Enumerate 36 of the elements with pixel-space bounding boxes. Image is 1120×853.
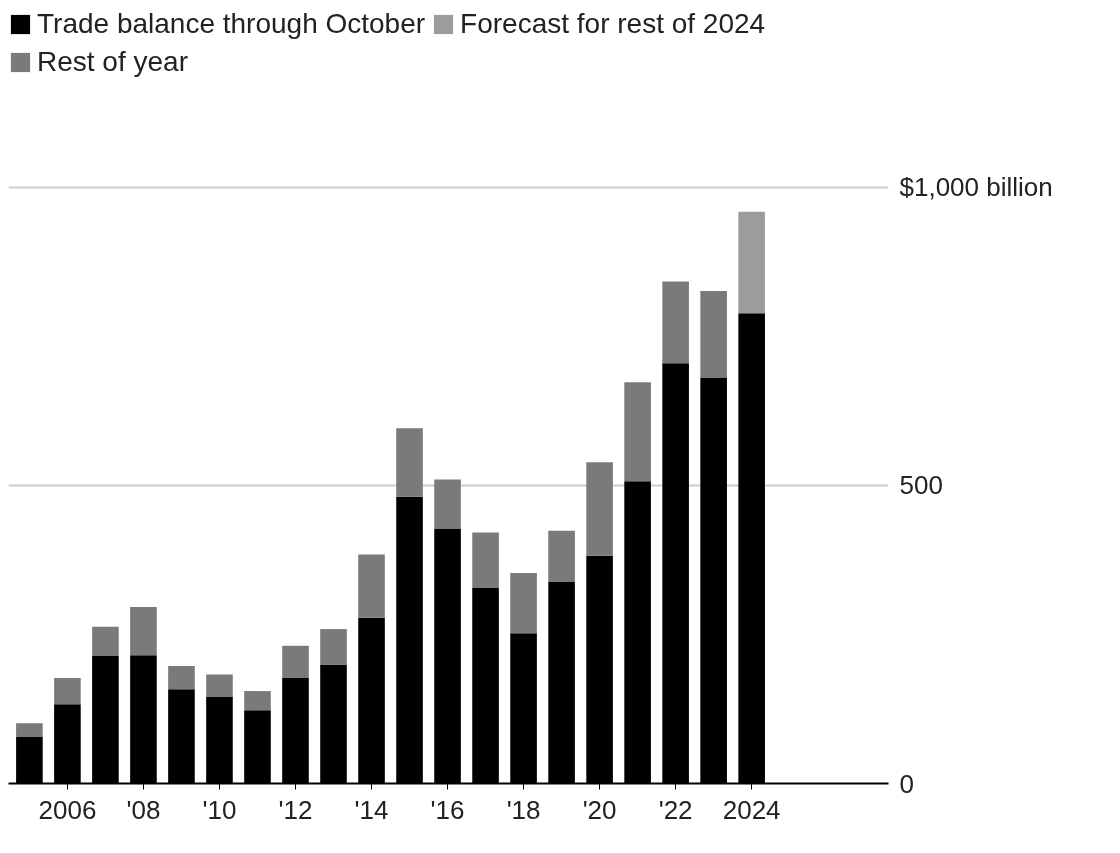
bar	[434, 479, 461, 529]
bar	[586, 462, 613, 556]
legend-label: Rest of year	[37, 46, 188, 78]
x-tick-label: '12	[278, 794, 313, 825]
bar	[548, 530, 575, 582]
legend-label: Forecast for rest of 2024	[460, 8, 766, 40]
y-tick-label: 0	[899, 768, 914, 799]
bar	[510, 573, 537, 634]
y-tick-label: $1,000 billion	[899, 172, 1053, 203]
legend-label: Trade balance through October	[37, 8, 426, 40]
x-tick-label: 2024	[722, 794, 781, 825]
bar	[700, 291, 727, 379]
bar	[54, 677, 81, 705]
x-tick-label: '16	[430, 794, 465, 825]
x-tick-label: '08	[126, 794, 161, 825]
x-tick-label: 2006	[38, 794, 97, 825]
x-tick-label: '10	[202, 794, 237, 825]
x-tick-label: '14	[354, 794, 389, 825]
bar	[624, 382, 651, 482]
bar	[738, 211, 765, 314]
bar	[662, 281, 689, 364]
x-tick-label: '18	[506, 794, 541, 825]
bar	[168, 666, 195, 690]
bar	[358, 554, 385, 618]
bar	[396, 428, 423, 497]
bar	[472, 532, 499, 588]
bar	[92, 626, 119, 656]
bar	[320, 629, 347, 665]
x-tick-label: '20	[582, 794, 617, 825]
y-tick-label: 500	[899, 470, 943, 501]
bar	[244, 691, 271, 711]
bar	[282, 645, 309, 678]
bar	[130, 607, 157, 656]
x-tick-label: '22	[658, 794, 693, 825]
bar	[16, 723, 43, 737]
bar	[206, 674, 233, 697]
